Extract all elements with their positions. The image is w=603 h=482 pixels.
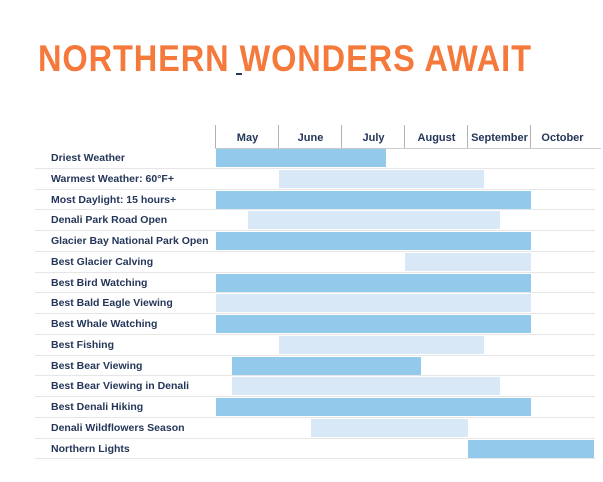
month-tick xyxy=(278,125,279,148)
row-label: Warmest Weather: 60°F+ xyxy=(51,172,174,185)
month-tick xyxy=(467,125,468,148)
season-bar xyxy=(231,377,500,396)
season-bar xyxy=(216,273,531,292)
row-label: Denali Park Road Open xyxy=(51,214,168,227)
month-tick xyxy=(530,125,531,148)
timeline-row: Northern Lights xyxy=(35,439,595,460)
row-label: Best Fishing xyxy=(51,338,115,351)
season-bar xyxy=(216,232,531,250)
row-label: Denali Wildflowers Season xyxy=(51,421,185,434)
season-bar xyxy=(310,418,468,437)
season-bar xyxy=(231,356,421,375)
season-bar xyxy=(468,439,594,458)
row-label: Best Bird Watching xyxy=(51,276,148,289)
title-dash-mark xyxy=(236,73,242,75)
month-label: October xyxy=(541,132,584,144)
timeline-row: Warmest Weather: 60°F+ xyxy=(35,169,595,190)
timeline-row: Denali Wildflowers Season xyxy=(35,418,595,439)
row-label: Best Bear Viewing in Denali xyxy=(51,380,190,393)
season-bar xyxy=(279,169,484,188)
timeline-rows: Driest Weather Warmest Weather: 60°F+ Most… xyxy=(35,148,595,460)
season-bar xyxy=(216,149,387,167)
month-label: June xyxy=(297,132,324,144)
month-label: August xyxy=(417,132,456,144)
row-label: Driest Weather xyxy=(51,152,125,164)
timeline-row: Best Glacier Calving xyxy=(35,252,595,273)
timeline-row: Best Whale Watching xyxy=(35,314,595,335)
month-tick xyxy=(404,125,405,148)
season-bar xyxy=(405,252,531,271)
timeline-row: Glacier Bay National Park Open xyxy=(35,231,595,252)
timeline-row: Driest Weather xyxy=(35,148,595,169)
month-label: July xyxy=(362,132,385,144)
header-underline xyxy=(215,148,601,149)
row-label: Best Denali Hiking xyxy=(51,401,144,413)
timeline-row: Best Fishing xyxy=(35,335,595,356)
season-bar xyxy=(279,335,484,354)
row-label: Best Bear Viewing xyxy=(51,359,143,372)
timeline-row: Denali Park Road Open xyxy=(35,210,595,231)
row-label: Best Whale Watching xyxy=(51,318,158,330)
timeline-row: Best Bear Viewing xyxy=(35,356,595,377)
row-label: Glacier Bay National Park Open xyxy=(51,235,209,247)
timeline-row: Best Denali Hiking xyxy=(35,397,595,418)
row-label: Most Daylight: 15 hours+ xyxy=(51,193,177,206)
season-bar xyxy=(216,398,531,416)
row-label: Northern Lights xyxy=(51,442,130,455)
row-label: Best Bald Eagle Viewing xyxy=(51,297,173,310)
month-tick xyxy=(341,125,342,148)
season-bar xyxy=(247,211,500,230)
page-title: NORTHERN WONDERS AWAIT xyxy=(38,38,532,79)
month-label: May xyxy=(236,132,259,144)
timeline-row: Best Bird Watching xyxy=(35,273,595,294)
season-bar xyxy=(216,315,531,333)
month-tick xyxy=(215,125,216,148)
timeline-row: Best Bear Viewing in Denali xyxy=(35,376,595,397)
timeline-row: Best Bald Eagle Viewing xyxy=(35,293,595,314)
season-bar xyxy=(216,294,531,313)
timeline-row: Most Daylight: 15 hours+ xyxy=(35,190,595,211)
row-label: Best Glacier Calving xyxy=(51,255,154,268)
season-bar xyxy=(216,190,531,209)
month-label: September xyxy=(471,132,528,144)
